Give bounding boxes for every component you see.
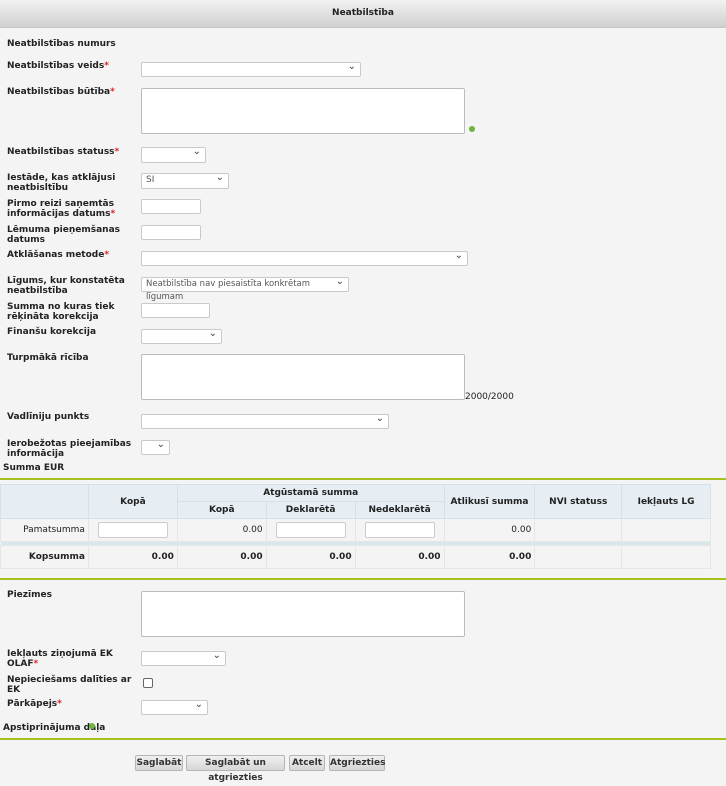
label-butiba: Neatbilstības būtība* (7, 87, 132, 97)
amounts-table: Kopā Atgūstamā summa Atlikusī summa NVI sta… (0, 484, 711, 569)
row-label: Pamatsumma (0, 518, 89, 542)
dalities-checkbox[interactable] (143, 678, 153, 688)
back-button[interactable]: Atgriezties (329, 755, 385, 771)
header-kopa: Kopā (87, 484, 178, 519)
save-and-return-button[interactable]: Saglabāt un atgriezties (186, 755, 285, 783)
label-numurs: Neatbilstības numurs (7, 39, 116, 49)
header-empty (0, 484, 89, 519)
divider (0, 578, 726, 580)
label-text: Neatbilstības veids (7, 61, 105, 71)
total-kopa: 0.00 (87, 545, 178, 569)
header-atgustama: Atgūstamā summa (176, 484, 445, 502)
label-ierobezotas: Ierobežotas pieejamības informācija (7, 439, 132, 459)
label-summa-no: Summa no kuras tiek rēķināta korekcija (7, 302, 115, 322)
parkapejs-select[interactable] (141, 698, 208, 715)
turpmaka-textarea[interactable] (141, 354, 465, 400)
label-veids: Neatbilstības veids* (7, 61, 132, 71)
table-row: Pamatsumma 0.00 0.00 (0, 518, 711, 542)
label-finansu: Finanšu korekcija (7, 327, 97, 337)
label-text: Neatbilstības statuss (7, 147, 115, 157)
lemuma-date-input[interactable] (141, 225, 201, 240)
required-mark: * (57, 699, 62, 709)
required-mark: * (110, 209, 116, 219)
vadliniju-select[interactable] (141, 412, 389, 429)
label-dalities: Nepieciešams dalīties ar EK (7, 675, 132, 695)
header-sub-kopa: Kopā (176, 501, 267, 519)
kopa-input[interactable] (97, 522, 168, 538)
label-turpmaka: Turpmākā rīcība (7, 353, 89, 363)
required-mark: * (104, 61, 109, 71)
butiba-textarea[interactable] (141, 88, 465, 134)
label-vadliniju: Vadlīniju punkts (7, 412, 90, 422)
label-lemuma: Lēmuma pieņemšanas datums (7, 225, 120, 245)
header-lg: Iekļauts LG (621, 484, 711, 519)
save-button[interactable]: Saglabāt (135, 755, 183, 771)
required-mark: * (33, 659, 39, 669)
apstiprinajuma-heading: Apstiprinājuma daļa (3, 723, 106, 733)
deklareta-input[interactable] (275, 522, 346, 538)
label-ligums: Līgums, kur konstatēta neatbilstība (7, 276, 125, 296)
summa-no-input[interactable] (141, 303, 210, 318)
total-atgustama-kopa: 0.00 (176, 545, 267, 569)
required-mark: * (110, 87, 115, 97)
label-statuss: Neatbilstības statuss* (7, 147, 132, 157)
label-parkapejs: Pārkāpejs* (7, 699, 132, 709)
char-counter: 2000/2000 (465, 392, 514, 402)
row-atlikusi: 0.00 (443, 518, 536, 542)
pirmo-date-input[interactable] (141, 199, 201, 214)
header-nedeklareta: Nedeklarētā (354, 501, 445, 519)
label-pirmo: Pirmo reizi saņemtās informācijas datums… (7, 199, 132, 219)
statuss-select[interactable] (141, 145, 206, 163)
total-deklareta: 0.00 (265, 545, 356, 569)
header-deklareta: Deklarētā (265, 501, 356, 519)
metode-select[interactable] (141, 249, 468, 266)
ierobezotas-select[interactable] (141, 438, 170, 455)
total-nedeklareta: 0.00 (354, 545, 445, 569)
total-row: Kopsumma 0.00 0.00 0.00 0.00 0.00 (0, 545, 711, 569)
label-text: Pirmo reizi saņemtās informācijas datums (7, 199, 114, 219)
info-icon[interactable] (89, 723, 95, 729)
header-atlikusi: Atlikusī summa (443, 484, 536, 519)
label-text: Iekļauts ziņojumā EK OLAF (7, 649, 113, 669)
summa-eur-heading: Summa EUR (3, 463, 65, 473)
veids-select[interactable] (141, 60, 361, 77)
label-iestade: Iestāde, kas atklājusi neatbisltību (7, 173, 116, 193)
label-text: Neatbilstības būtība (7, 87, 111, 97)
total-atlikusi: 0.00 (443, 545, 536, 569)
cancel-button[interactable]: Atcelt (289, 755, 325, 771)
label-olaf: Iekļauts ziņojumā EK OLAF* (7, 649, 132, 669)
page-header: Neatbilstība (0, 0, 726, 28)
ligums-select[interactable]: Neatbilstība nav piesaistīta konkrētam l… (141, 275, 349, 302)
olaf-select[interactable] (141, 649, 226, 666)
divider (0, 738, 726, 740)
label-piezimes: Piezīmes (7, 590, 52, 600)
required-mark: * (114, 147, 120, 157)
info-icon[interactable] (469, 126, 475, 132)
label-text: Pārkāpejs (7, 699, 58, 709)
total-label: Kopsumma (0, 545, 89, 569)
piezimes-textarea[interactable] (141, 591, 465, 637)
label-text: Atklāšanas metode (7, 250, 105, 260)
row-atgustama-kopa: 0.00 (176, 518, 267, 542)
finansu-select[interactable] (141, 327, 222, 344)
required-mark: * (104, 250, 110, 260)
label-metode: Atklāšanas metode* (7, 250, 132, 260)
iestade-select[interactable]: SI (141, 171, 229, 189)
header-nvi: NVI statuss (534, 484, 623, 519)
divider (0, 478, 726, 480)
nedeklareta-input[interactable] (364, 522, 435, 538)
